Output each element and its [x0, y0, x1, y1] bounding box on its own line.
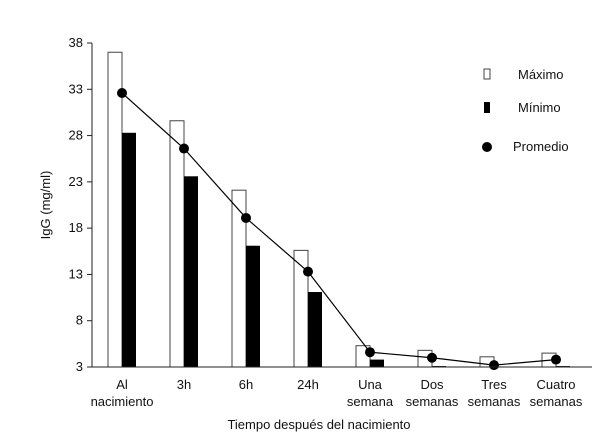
x-tick-label: Una — [358, 377, 383, 392]
bar-minimo — [122, 132, 136, 367]
bar-minimo — [370, 359, 384, 367]
promedio-point — [179, 143, 189, 154]
legend-label-maximo: Máximo — [518, 67, 564, 82]
x-tick-label: semanas — [530, 394, 583, 409]
x-tick-label: nacimiento — [91, 394, 154, 409]
legend-swatch-maximo — [483, 68, 491, 80]
bar-maximo — [169, 120, 185, 368]
x-tick-label: 6h — [239, 377, 253, 392]
promedio-point — [117, 87, 127, 98]
legend-label-promedio: Promedio — [513, 139, 569, 154]
legend: Máximo Mínimo Promedio — [482, 67, 569, 154]
x-tick-label: Tres — [481, 377, 507, 392]
legend-swatch-minimo — [484, 102, 490, 113]
average-line-layer — [117, 87, 561, 371]
promedio-point — [551, 354, 561, 365]
x-tick-label: Al — [116, 377, 128, 392]
x-tick-label: 24h — [297, 377, 319, 392]
promedio-point — [365, 347, 375, 358]
bar-minimo — [246, 245, 260, 367]
promedio-point — [489, 360, 499, 371]
x-tick-label: Cuatro — [536, 377, 575, 392]
x-tick-label: semanas — [406, 394, 459, 409]
x-ticks: Al nacimiento 3h 6h 24h Una semana Dos semanas Tr… — [91, 377, 583, 409]
bars-layer — [107, 51, 570, 368]
legend-label-minimo: Mínimo — [518, 100, 561, 115]
x-tick-label: semanas — [468, 394, 521, 409]
x-tick-label: Dos — [420, 377, 444, 392]
y-tick-label: 13 — [69, 266, 83, 281]
y-tick-label: 38 — [69, 35, 83, 50]
y-tick-label: 28 — [69, 128, 83, 143]
bar-minimo — [184, 176, 198, 367]
legend-swatch-promedio — [482, 142, 492, 152]
promedio-point — [427, 352, 437, 363]
promedio-point — [303, 266, 313, 277]
promedio-point — [241, 212, 251, 223]
x-tick-label: 3h — [177, 377, 191, 392]
x-axis-title: Tiempo después del nacimiento — [227, 417, 410, 432]
y-tick-label: 18 — [69, 220, 83, 235]
x-tick-label: semana — [347, 394, 394, 409]
promedio-line — [121, 92, 557, 366]
y-axis-title: IgG (mg/ml) — [38, 171, 53, 240]
y-tick-label: 3 — [76, 359, 83, 374]
bar-minimo — [308, 292, 322, 367]
y-tick-label: 33 — [69, 81, 83, 96]
bar-maximo — [107, 51, 123, 368]
y-tick-label: 23 — [69, 174, 83, 189]
y-tick-label: 8 — [76, 313, 83, 328]
